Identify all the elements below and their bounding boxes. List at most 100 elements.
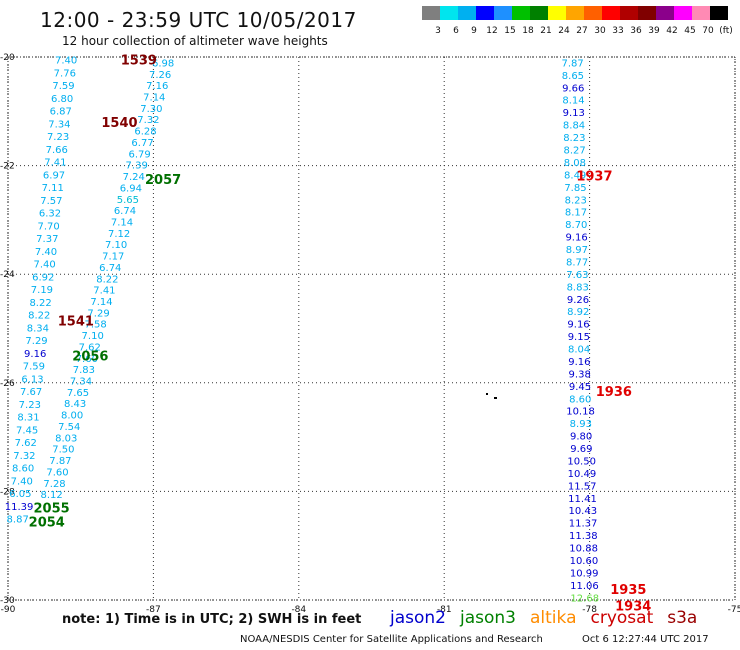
pass-time-label: 1937	[576, 169, 612, 184]
color-scale-label: 30	[594, 26, 606, 36]
pass-time-label: 2056	[72, 350, 108, 365]
wave-height-value: 7.26	[149, 70, 171, 81]
page-title: 12:00 - 23:59 UTC 10/05/2017	[40, 8, 357, 32]
pass-time-label: 1936	[596, 385, 632, 400]
credit-text: NOAA/NESDIS Center for Satellite Applica…	[240, 634, 543, 645]
wave-height-value: 8.83	[567, 282, 589, 293]
wave-height-value: 9.16	[24, 349, 46, 360]
wave-height-value: 7.32	[13, 451, 35, 462]
wave-height-value: 7.39	[126, 161, 148, 172]
color-scale-legend: 3 6 9 12 15 18 21 24 27 30 33 36 39 42 45 70 (ft)	[422, 6, 732, 36]
color-swatch	[674, 6, 692, 20]
wave-height-value: 8.00	[61, 411, 83, 422]
wave-height-value: 6.98	[152, 58, 174, 69]
wave-height-value: 11.37	[569, 519, 598, 530]
wave-height-value: 8.93	[570, 419, 592, 430]
wave-height-value: 8.60	[12, 464, 34, 475]
x-tick-label: -81	[437, 605, 452, 615]
wave-height-value: 7.62	[15, 438, 37, 449]
legend-altika: altika	[530, 608, 577, 628]
map-border	[7, 56, 736, 601]
color-swatch	[494, 6, 512, 20]
wave-height-value: 11.41	[568, 494, 597, 505]
wave-height-value: 7.70	[38, 221, 60, 232]
wave-height-value: 8.08	[564, 158, 586, 169]
wave-height-value: 6.74	[114, 206, 136, 217]
wave-height-value: 12.68	[570, 593, 599, 604]
pass-time-label: 2054	[29, 515, 65, 530]
wave-height-value: 6.94	[120, 183, 142, 194]
wave-height-value: 7.29	[87, 308, 109, 319]
pass-time-label: 1935	[610, 583, 646, 598]
color-swatch	[656, 6, 674, 20]
wave-height-value: 7.23	[19, 400, 41, 411]
wave-height-value: 8.31	[17, 413, 39, 424]
color-swatch	[548, 6, 566, 20]
wave-height-value: 8.77	[566, 257, 588, 268]
legend-jason3: jason3	[460, 608, 516, 628]
wave-height-value: 9.69	[570, 444, 592, 455]
color-swatch	[440, 6, 458, 20]
color-swatch	[692, 6, 710, 20]
pass-time-label: 1539	[121, 54, 157, 69]
color-scale-label: 39	[648, 26, 660, 36]
wave-height-value: 6.28	[134, 127, 156, 138]
color-scale-label: 9	[471, 26, 477, 36]
wave-height-value: 8.14	[562, 96, 584, 107]
wave-height-value: 7.60	[46, 467, 68, 478]
wave-height-value: 6.97	[43, 170, 65, 181]
land-speck	[486, 393, 488, 395]
wave-height-value: 8.12	[40, 490, 62, 501]
wave-height-value: 7.40	[55, 56, 77, 67]
wave-height-value: 6.74	[99, 263, 121, 274]
wave-height-value: 8.27	[563, 145, 585, 156]
wave-height-value: 6.92	[32, 272, 54, 283]
wave-height-value: 7.11	[42, 183, 64, 194]
wave-height-value: 9.80	[570, 432, 592, 443]
color-swatch	[710, 6, 728, 20]
wave-height-value: 8.23	[565, 195, 587, 206]
legend-cryosat: cryosat	[590, 608, 654, 628]
pass-time-label: 2057	[145, 173, 181, 188]
x-tick-label: -78	[582, 605, 597, 615]
wave-height-value: 7.41	[44, 158, 66, 169]
wave-height-value: 7.17	[102, 252, 124, 263]
wave-height-value: 7.28	[43, 479, 65, 490]
wave-height-value: 7.14	[90, 297, 112, 308]
wave-height-value: 8.49	[564, 170, 586, 181]
x-tick-label: -87	[146, 605, 161, 615]
wave-height-value: 7.24	[123, 172, 145, 183]
color-scale-label: 3	[435, 26, 441, 36]
color-swatch	[620, 6, 638, 20]
wave-height-value: 6.79	[128, 149, 150, 160]
wave-height-value: 7.62	[79, 342, 101, 353]
color-scale-label: 45	[684, 26, 695, 36]
wave-height-value: 8.97	[566, 245, 588, 256]
land-speck	[494, 397, 497, 399]
wave-height-value: 7.87	[49, 456, 71, 467]
axis-ticks: -90 -87 -84 -81 -78 -75 -20 -22 -24 -26 -28 -30	[0, 53, 740, 615]
wave-height-value: 7.40	[11, 476, 33, 487]
wave-height-value: 7.40	[33, 260, 55, 271]
wave-height-value: 11.57	[568, 481, 597, 492]
wave-height-value: 7.57	[40, 196, 62, 207]
wave-height-value: 10.99	[570, 568, 599, 579]
wave-height-value: 8.60	[569, 394, 591, 405]
wave-height-value: 9.16	[565, 233, 587, 244]
note-text: note: 1) Time is in UTC; 2) SWH is in fe…	[62, 612, 362, 627]
wave-height-value: 9.26	[567, 295, 589, 306]
wave-height-value: 7.50	[52, 445, 74, 456]
wave-height-value: 7.10	[105, 240, 127, 251]
generated-timestamp: Oct 6 12:27:44 UTC 2017	[582, 634, 709, 645]
color-swatch	[602, 6, 620, 20]
color-scale-label: 70	[702, 26, 714, 36]
wave-height-value: 10.88	[569, 544, 598, 555]
wave-height-value: 7.14	[143, 93, 165, 104]
color-scale-label: 18	[522, 26, 534, 36]
color-swatch	[476, 6, 494, 20]
wave-height-value: 7.60	[76, 354, 98, 365]
wave-height-value: 8.23	[563, 133, 585, 144]
color-swatch	[458, 6, 476, 20]
